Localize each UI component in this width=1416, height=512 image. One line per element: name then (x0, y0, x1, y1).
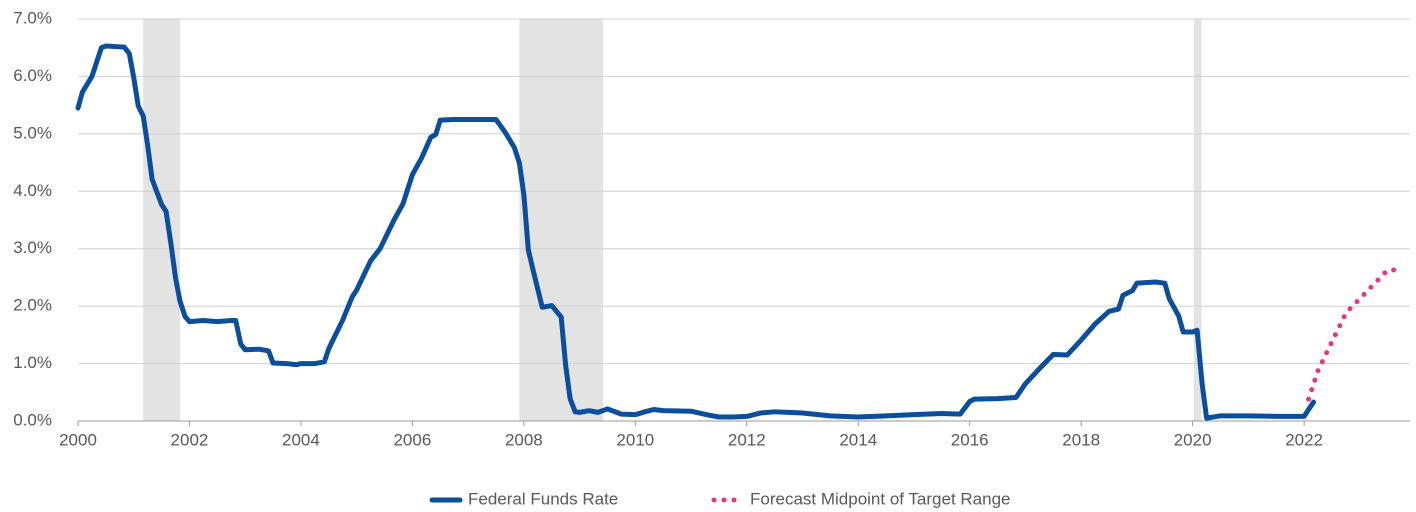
x-tick-label: 2008 (505, 430, 543, 449)
y-tick-label: 7.0% (13, 8, 52, 27)
x-tick-label: 2022 (1285, 430, 1323, 449)
x-tick-label: 2020 (1174, 430, 1212, 449)
y-tick-label: 4.0% (13, 181, 52, 200)
y-tick-label: 0.0% (13, 410, 52, 429)
x-tick-label: 2010 (616, 430, 654, 449)
recession-band (143, 19, 180, 421)
y-tick-label: 3.0% (13, 238, 52, 257)
y-tick-label: 5.0% (13, 123, 52, 142)
recession-band (1193, 19, 1202, 421)
x-tick-label: 2016 (951, 430, 989, 449)
legend-label: Forecast Midpoint of Target Range (750, 489, 1011, 508)
series-line (75, 43, 1317, 421)
series-line (1306, 267, 1405, 402)
x-tick-label: 2006 (393, 430, 431, 449)
x-tick-label: 2018 (1062, 430, 1100, 449)
y-tick-label: 2.0% (13, 296, 52, 315)
y-tick-label: 6.0% (13, 66, 52, 85)
legend-label: Federal Funds Rate (468, 489, 618, 508)
x-tick-label: 2000 (59, 430, 97, 449)
x-tick-label: 2012 (728, 430, 766, 449)
x-tick-label: 2002 (171, 430, 209, 449)
y-tick-label: 1.0% (13, 353, 52, 372)
x-tick-label: 2004 (282, 430, 320, 449)
x-tick-label: 2014 (839, 430, 877, 449)
recession-band (519, 19, 603, 421)
